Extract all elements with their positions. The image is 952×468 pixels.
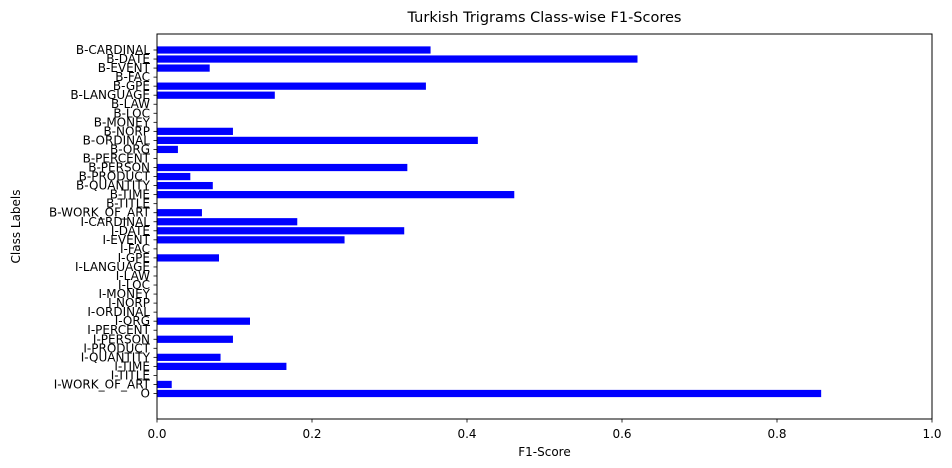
- y-tick-label: B-MONEY: [94, 115, 151, 129]
- y-tick-label: B-LANGUAGE: [70, 88, 150, 102]
- y-tick-label: I-WORK_OF_ART: [54, 377, 151, 391]
- bar-b-product: [157, 172, 191, 181]
- x-tick-label: 0.0: [147, 427, 166, 441]
- x-tick-label: 1.0: [922, 427, 941, 441]
- y-tick-label: B-LAW: [111, 97, 150, 111]
- y-tick-label: I-EVENT: [102, 233, 150, 247]
- y-tick-label: B-WORK_OF_ART: [49, 206, 151, 220]
- y-tick-label: B-GPE: [113, 79, 150, 93]
- y-tick-label: I-TITLE: [111, 368, 150, 382]
- y-tick-label: O: [141, 387, 150, 401]
- y-tick-label: I-LOC: [118, 278, 150, 292]
- y-tick-label: B-PERCENT: [83, 151, 151, 165]
- bar-i-work-of-art: [157, 380, 172, 389]
- y-tick-label: B-QUANTITY: [76, 179, 151, 193]
- y-tick-label: B-FAC: [115, 70, 150, 84]
- bar-b-cardinal: [157, 46, 431, 54]
- bar-i-gpe: [157, 254, 219, 262]
- y-tick-label: I-DATE: [111, 224, 150, 238]
- bar-i-person: [157, 335, 233, 343]
- bar-b-event: [157, 64, 210, 72]
- y-tick-label: I-LANGUAGE: [75, 260, 150, 274]
- bar-b-gpe: [157, 82, 426, 90]
- bar-b-time: [157, 191, 515, 199]
- y-tick-label: I-GPE: [118, 251, 150, 265]
- y-tick-label: I-MONEY: [98, 287, 150, 301]
- bar-b-date: [157, 55, 638, 63]
- y-axis: B-CARDINALB-DATEB-EVENTB-FACB-GPEB-LANGU…: [49, 43, 157, 401]
- x-tick-label: 0.4: [457, 427, 476, 441]
- plot-frame: [156, 33, 933, 420]
- bars-group: [157, 46, 822, 398]
- y-tick-label: I-TIME: [114, 359, 150, 373]
- y-tick-label: I-NORP: [108, 296, 150, 310]
- bar-b-ordinal: [157, 136, 478, 145]
- y-tick-label: B-CARDINAL: [76, 43, 150, 57]
- x-axis-label: F1-Score: [518, 445, 570, 459]
- y-tick-label: B-EVENT: [98, 61, 151, 75]
- y-tick-label: B-ORDINAL: [83, 133, 151, 147]
- y-tick-label: B-LOC: [113, 106, 150, 120]
- y-tick-label: B-PRODUCT: [79, 170, 151, 184]
- y-tick-label: I-PRODUCT: [83, 341, 150, 355]
- y-tick-label: B-TITLE: [106, 197, 150, 211]
- bar-o: [157, 389, 822, 398]
- bar-i-quantity: [157, 353, 221, 361]
- bar-b-language: [157, 91, 275, 99]
- y-tick-label: B-NORP: [103, 124, 150, 138]
- x-axis: 0.0 0.2 0.4 0.6 0.8 1.0: [147, 419, 942, 441]
- y-tick-label: I-PERCENT: [87, 323, 150, 337]
- bar-i-time: [157, 362, 287, 370]
- bar-i-cardinal: [157, 218, 298, 226]
- y-tick-label: I-ORDINAL: [87, 305, 150, 319]
- x-tick-label: 0.8: [767, 427, 786, 441]
- y-tick-label: I-PERSON: [93, 332, 150, 346]
- x-tick-label: 0.2: [302, 427, 321, 441]
- bar-i-org: [157, 317, 250, 325]
- y-tick-label: B-PERSON: [88, 161, 150, 175]
- y-tick-label: B-ORG: [110, 142, 150, 156]
- y-tick-label: I-FAC: [120, 242, 150, 256]
- bar-b-quantity: [157, 181, 213, 190]
- y-tick-label: I-CARDINAL: [81, 215, 151, 229]
- y-axis-label: Class Labels: [9, 189, 23, 263]
- bar-i-date: [157, 227, 405, 235]
- y-tick-label: B-DATE: [106, 52, 150, 66]
- y-tick-label: B-TIME: [110, 188, 150, 202]
- chart-title: Turkish Trigrams Class-wise F1-Scores: [407, 10, 682, 26]
- x-tick-label: 0.6: [612, 427, 631, 441]
- bar-b-norp: [157, 127, 233, 135]
- bar-b-work-of-art: [157, 209, 202, 217]
- bar-b-org: [157, 145, 178, 154]
- bar-b-person: [157, 163, 408, 172]
- bar-i-event: [157, 236, 345, 244]
- y-tick-label: I-ORG: [115, 314, 150, 328]
- y-tick-label: I-QUANTITY: [81, 350, 151, 364]
- y-tick-label: I-LAW: [116, 269, 150, 283]
